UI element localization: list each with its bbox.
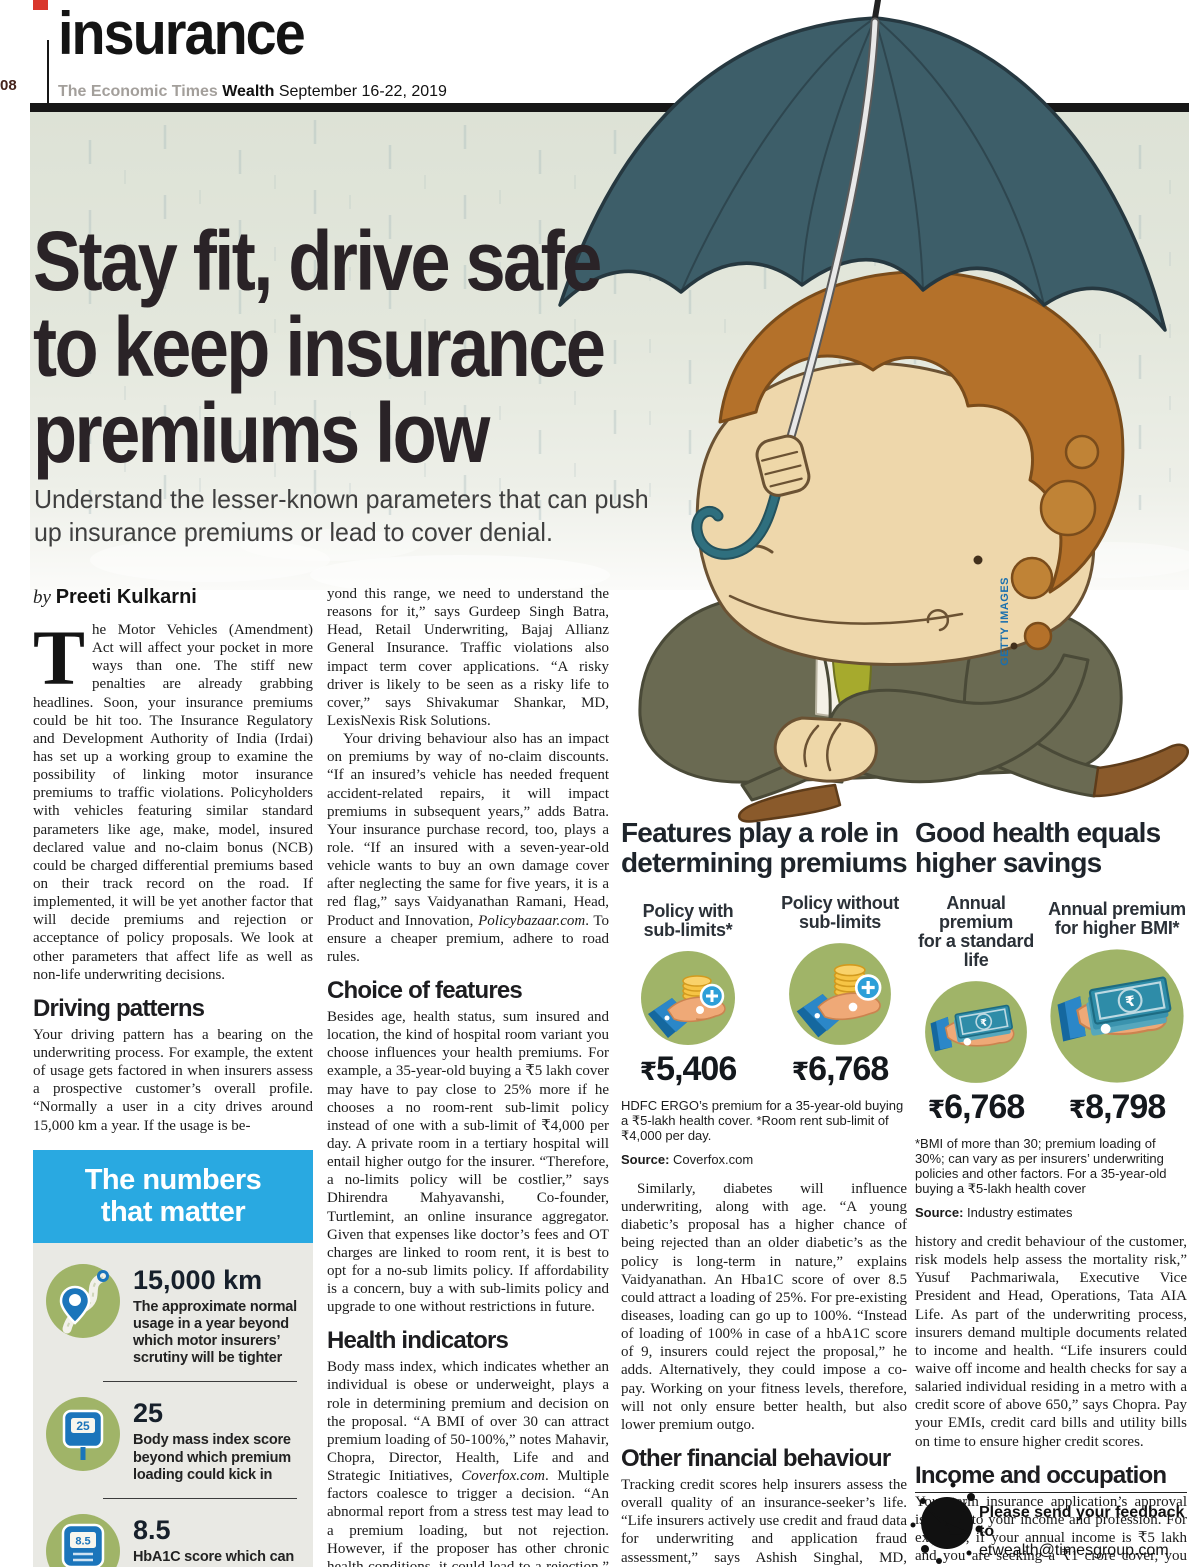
divider bbox=[103, 1381, 297, 1383]
stat-desc: The approximate normal usage in a year b… bbox=[133, 1299, 297, 1367]
publication-name: Policybazaar.com bbox=[478, 912, 586, 929]
stat-value: 8.5 bbox=[133, 1514, 171, 1545]
stat-value: 25 bbox=[133, 1398, 164, 1429]
byline: by Preeti Kulkarni bbox=[33, 586, 197, 608]
masthead-date: September 16-22, 2019 bbox=[278, 83, 447, 100]
image-credit: GETTY IMAGES bbox=[999, 577, 1011, 666]
section-heading-other-financial-behaviour: Other financial behaviour bbox=[621, 1444, 891, 1472]
svg-text:25: 25 bbox=[76, 1419, 90, 1433]
corner-mark bbox=[33, 0, 48, 10]
body-paragraph: Similarly, diabetes will influence under… bbox=[621, 1181, 907, 1433]
stat-desc: Body mass index score beyond which premi… bbox=[133, 1432, 291, 1483]
article-column-3: Features play a role in determining prem… bbox=[621, 817, 908, 1567]
body-paragraph: Your driving behaviour also has an impac… bbox=[327, 731, 609, 965]
premium-item: Policy without sub-limits bbox=[773, 893, 907, 1088]
premium-label: Policy without sub-limits bbox=[781, 893, 899, 932]
premium-value: ₹8,798 bbox=[1068, 1088, 1167, 1126]
hand-coins-icon bbox=[789, 943, 891, 1045]
body-paragraph: Besides age, health status, sum insured … bbox=[327, 1008, 609, 1316]
body-paragraph: Your driving pattern has a bearing on th… bbox=[33, 1026, 313, 1134]
features-graphic: Policy with sub-limits* bbox=[621, 893, 907, 1088]
feedback-note: Please send your feedback to etwealth@ti… bbox=[910, 1482, 1187, 1567]
stat-item: 15,000 km The approximate normal usage i… bbox=[45, 1263, 303, 1367]
section-heading-health-indicators: Health indicators bbox=[327, 1327, 509, 1355]
route-pin-icon bbox=[46, 1264, 120, 1338]
hand-banknote-icon: ₹ bbox=[1050, 949, 1184, 1083]
headline-line: to keep insurance bbox=[33, 300, 606, 394]
graphic-footnote: *BMI of more than 30; premium loading of… bbox=[915, 1136, 1167, 1196]
feedback-email[interactable]: etwealth@timesgroup.com bbox=[979, 1542, 1169, 1559]
body-paragraph: Tracking credit scores help insurers ass… bbox=[621, 1476, 907, 1566]
health-graphic-title: Good health equals higher savings bbox=[915, 817, 1161, 878]
premium-item: Annual premium for a standard life ₹ bbox=[915, 893, 1037, 1126]
masthead-publication: The Economic Times bbox=[58, 83, 218, 100]
ink-splat-icon bbox=[910, 1482, 983, 1564]
body-paragraph: Your term insurance application’s approv… bbox=[915, 1493, 1187, 1567]
stat-item: 25 25 Body mass index score beyond which… bbox=[45, 1396, 303, 1483]
masthead: The Economic Times Wealth September 16-2… bbox=[58, 84, 447, 100]
stat-item: 8.5 8.5 HbA1C score which can attract pr… bbox=[45, 1513, 303, 1567]
svg-text:₹: ₹ bbox=[1124, 993, 1137, 1010]
header-divider bbox=[47, 40, 49, 103]
headline-line: Stay fit, drive safe bbox=[33, 214, 602, 308]
premium-value: ₹6,768 bbox=[927, 1088, 1026, 1126]
stat-desc: HbA1C score which can attract premium lo… bbox=[133, 1548, 294, 1567]
article-column-4: Good health equals higher savings Annual… bbox=[915, 818, 1187, 1567]
premium-label: Annual premium for a standard life bbox=[918, 893, 1034, 970]
premium-label: Policy with sub-limits* bbox=[642, 901, 734, 940]
divider bbox=[103, 1497, 297, 1499]
svg-text:8.5: 8.5 bbox=[75, 1535, 90, 1547]
section-title: insurance bbox=[58, 0, 306, 68]
header-rule bbox=[30, 103, 1189, 112]
body-paragraph: history and credit behaviour of the cust… bbox=[915, 1234, 1187, 1450]
section-heading-income-and-occupation: Income and occupation bbox=[915, 1461, 1167, 1489]
feedback-label: Please send your feedback to bbox=[979, 1504, 1185, 1540]
headline: Stay fit, drive safe to keep insurance p… bbox=[33, 214, 606, 480]
section-heading-choice-of-features: Choice of features bbox=[327, 976, 523, 1004]
hand-banknote-icon: ₹ bbox=[925, 981, 1027, 1083]
stat-value: 15,000 km bbox=[133, 1265, 263, 1295]
subtitle: Understand the lesser-known parameters t… bbox=[34, 484, 649, 547]
author-name: Preeti Kulkarni bbox=[55, 586, 197, 608]
premium-item: Policy with sub-limits* bbox=[621, 901, 755, 1088]
premium-value: ₹6,768 bbox=[791, 1050, 890, 1088]
glucometer-icon: 8.5 bbox=[46, 1513, 120, 1567]
premium-label: Annual premium for higher BMI* bbox=[1048, 899, 1186, 938]
drop-cap: T bbox=[33, 614, 86, 701]
body-paragraph: yond this range, we need to understand t… bbox=[327, 586, 609, 729]
graphic-footnote: HDFC ERGO’s premium for a 35-year-old bu… bbox=[621, 1098, 904, 1143]
bmi-scale-icon: 25 bbox=[46, 1397, 120, 1472]
headline-line: premiums low bbox=[33, 386, 490, 480]
hand-coins-icon bbox=[641, 951, 735, 1045]
masthead-edition: Wealth bbox=[222, 83, 275, 100]
health-graphic: Annual premium for a standard life ₹ bbox=[915, 893, 1187, 1126]
source-line: Source: Coverfox.com bbox=[621, 1152, 754, 1167]
numbers-box: The numbers that matter 15,000 km The ap… bbox=[33, 1150, 313, 1567]
features-graphic-title: Features play a role in determining prem… bbox=[621, 817, 908, 878]
numbers-box-title: The numbers that matter bbox=[33, 1150, 313, 1243]
section-heading-driving-patterns: Driving patterns bbox=[33, 994, 205, 1022]
premium-value: ₹5,406 bbox=[639, 1050, 738, 1088]
article-column-2: yond this range, we need to understand t… bbox=[327, 585, 609, 1567]
source-line: Source: Industry estimates bbox=[915, 1205, 1073, 1220]
numbers-box-body: 15,000 km The approximate normal usage i… bbox=[33, 1243, 313, 1567]
page-number: 08 bbox=[0, 77, 17, 94]
premium-item: Annual premium for higher BMI* ₹ bbox=[1047, 899, 1187, 1126]
body-paragraph: Body mass index, which indicates whether… bbox=[327, 1359, 609, 1567]
publication-name: Coverfox.com bbox=[461, 1468, 545, 1485]
svg-text:₹: ₹ bbox=[980, 1017, 989, 1029]
